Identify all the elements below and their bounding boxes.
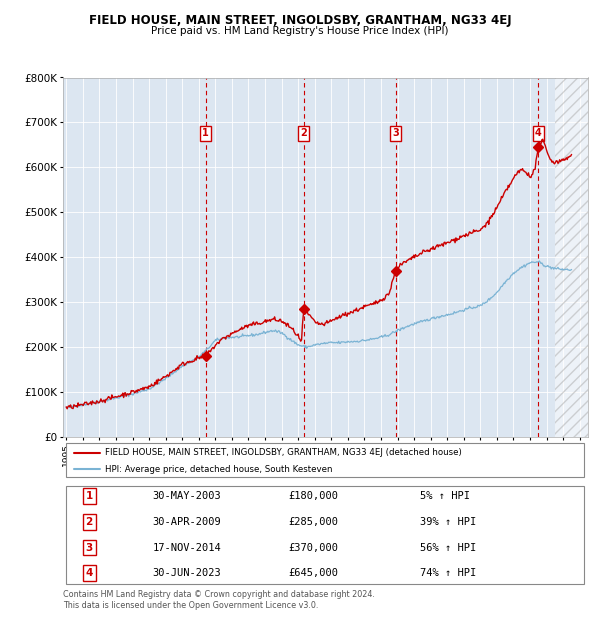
Text: 30-APR-2009: 30-APR-2009 [152,517,221,527]
Text: HPI: Average price, detached house, South Kesteven: HPI: Average price, detached house, Sout… [105,465,332,474]
Text: 4: 4 [86,568,93,578]
Bar [555,78,588,437]
Text: 17-NOV-2014: 17-NOV-2014 [152,542,221,552]
FancyBboxPatch shape [65,443,584,477]
Text: 3: 3 [392,128,399,138]
Text: 4: 4 [535,128,542,138]
Text: 3: 3 [86,542,93,552]
Text: 30-JUN-2023: 30-JUN-2023 [152,568,221,578]
Text: Price paid vs. HM Land Registry's House Price Index (HPI): Price paid vs. HM Land Registry's House … [151,26,449,36]
Text: FIELD HOUSE, MAIN STREET, INGOLDSBY, GRANTHAM, NG33 4EJ (detached house): FIELD HOUSE, MAIN STREET, INGOLDSBY, GRA… [105,448,462,457]
Text: 1: 1 [86,492,93,502]
Text: £180,000: £180,000 [289,492,339,502]
FancyBboxPatch shape [65,485,584,584]
Text: 56% ↑ HPI: 56% ↑ HPI [420,542,476,552]
Text: £285,000: £285,000 [289,517,339,527]
Text: 2: 2 [86,517,93,527]
Text: 74% ↑ HPI: 74% ↑ HPI [420,568,476,578]
Text: FIELD HOUSE, MAIN STREET, INGOLDSBY, GRANTHAM, NG33 4EJ: FIELD HOUSE, MAIN STREET, INGOLDSBY, GRA… [89,14,511,27]
Text: 30-MAY-2003: 30-MAY-2003 [152,492,221,502]
Text: 39% ↑ HPI: 39% ↑ HPI [420,517,476,527]
Text: Contains HM Land Registry data © Crown copyright and database right 2024.
This d: Contains HM Land Registry data © Crown c… [63,590,375,609]
Text: £370,000: £370,000 [289,542,339,552]
Text: 2: 2 [300,128,307,138]
Text: £645,000: £645,000 [289,568,339,578]
Text: 5% ↑ HPI: 5% ↑ HPI [420,492,470,502]
Text: 1: 1 [202,128,209,138]
